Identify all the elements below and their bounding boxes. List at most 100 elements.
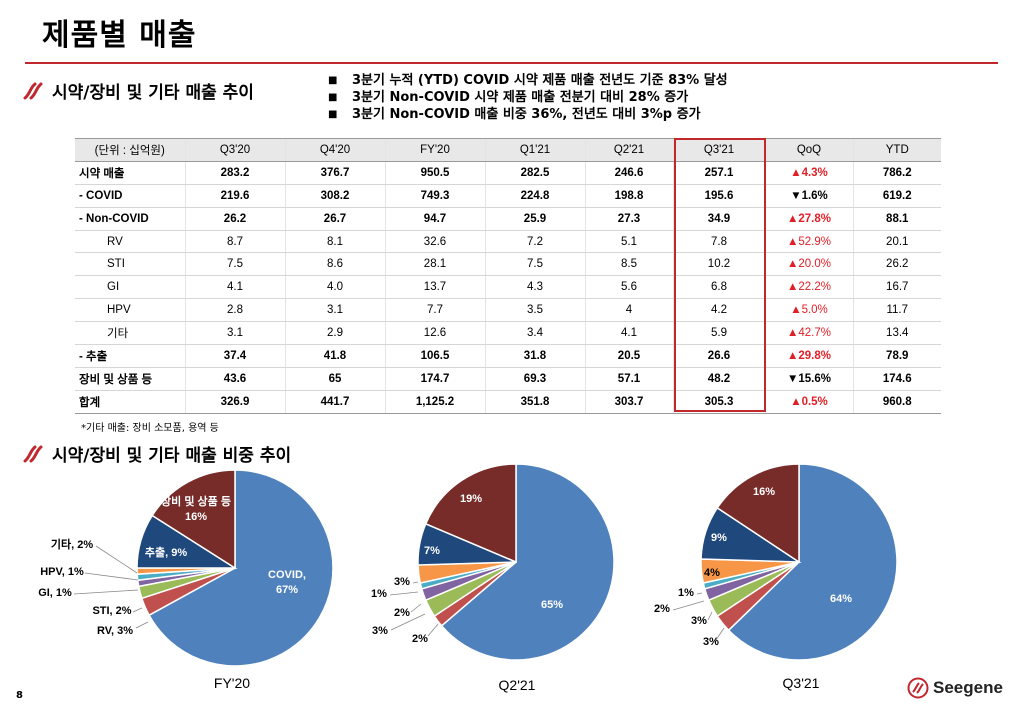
table-header-cell: (단위 : 십억원) [75,138,185,162]
pie-label-sti: 3% [372,625,388,637]
leader-line [696,592,703,595]
table-cell: 4.0 [284,275,385,300]
table-cell: 303.7 [584,390,673,414]
page-number: 8 [16,690,23,701]
table-cell: 326.9 [184,390,285,414]
qoq-cell: ▼15.6% [764,367,853,391]
table-row: - 추출 37.4 41.8 106.5 31.8 20.5 26.6 ▲29.8% 78.9 [75,344,941,368]
company-logo: Seegene [907,677,1003,699]
table-cell: 25.9 [484,207,585,231]
table-cell: 10.2 [672,252,765,277]
qoq-cell: ▼1.6% [764,184,853,208]
pie-label-sti: STI, 2% [92,605,131,617]
table-cell: 65 [284,367,385,391]
leader-line [95,545,138,574]
table-cell: 20.5 [584,344,673,368]
table-header-cell: Q4'20 [284,138,385,162]
pie-label-equipment: 19% [460,493,482,505]
table-cell: 6.8 [672,275,765,300]
leader-line [715,627,725,641]
table-cell: 4.3 [484,275,585,300]
table-row: - Non-COVID 26.2 26.7 94.7 25.9 27.3 34.9 ▲27.8… [75,207,941,231]
table-cell: 7.2 [484,230,585,254]
table-cell: 7.7 [384,298,485,323]
pie-chart: 64% 3% 3% 2% 1% 4% 9% 16% Q3'21 [654,463,898,691]
table-cell: 195.6 [672,184,765,208]
summary-bullet-text: 3분기 누적 (YTD) COVID 시약 제품 매출 전년도 기준 83% 달… [352,73,728,88]
seegene-logo-icon [907,677,929,699]
qoq-cell: ▲22.2% [764,275,853,300]
pie-caption: Q3'21 [783,675,820,691]
pie-chart: 65% 2% 3% 2% 1% 3% 7% 19% Q2'21 [371,463,615,693]
pie-label-covid: 64% [830,593,852,605]
row-label: 장비 및 상품 등 [75,367,185,391]
table-cell: 219.6 [184,184,285,208]
table-cell: 94.7 [384,207,485,231]
section-heading-trend: 시약/장비 및 기타 매출 추이 [22,78,254,103]
section-heading-share-text: 시약/장비 및 기타 매출 비중 추이 [52,446,292,466]
leader-line [672,600,705,611]
ytd-cell: 78.9 [852,344,941,368]
table-cell: 224.8 [484,184,585,208]
table-row: HPV 2.8 3.1 7.7 3.5 4 4.2 ▲5.0% 11.7 [75,298,941,323]
table-cell: 43.6 [184,367,285,391]
ytd-cell: 786.2 [852,161,941,185]
ytd-cell: 11.7 [852,298,941,323]
table-cell: 3.5 [484,298,585,323]
table-cell: 3.1 [184,321,285,346]
row-label: STI [75,252,185,277]
table-cell: 26.7 [284,207,385,231]
pie-label-hpv: 1% [678,587,694,599]
row-label: 합계 [75,390,185,414]
table-cell: 2.9 [284,321,385,346]
row-label: - Non-COVID [75,207,185,231]
table-row: GI 4.1 4.0 13.7 4.3 5.6 6.8 ▲22.2% 16.7 [75,275,941,300]
qoq-cell: ▲0.5% [764,390,853,414]
table-cell: 950.5 [384,161,485,185]
pie-label-rv: 3% [703,636,719,648]
table-cell: 12.6 [384,321,485,346]
row-label: 기타 [75,321,185,346]
table-cell: 749.3 [384,184,485,208]
pie-label-sti: 3% [691,615,707,627]
pie-label-equipment: 16% [753,486,775,498]
table-cell: 8.1 [284,230,385,254]
section-heading-trend-text: 시약/장비 및 기타 매출 추이 [52,83,254,103]
pie-caption: FY'20 [214,675,250,691]
qoq-cell: ▲52.9% [764,230,853,254]
table-row: 장비 및 상품 등 43.6 65 174.7 69.3 57.1 48.2 ▼15.6% 17… [75,367,941,391]
table-header-cell: FY'20 [384,138,485,162]
pie-slice-covid [440,463,615,661]
table-cell: 37.4 [184,344,285,368]
table-row: - COVID 219.6 308.2 749.3 224.8 198.8 195.6 ▼1.… [75,184,941,208]
pie-label-hpv: 1% [371,588,387,600]
table-header-cell: Q2'21 [584,138,673,162]
table-cell: 7.8 [672,230,765,254]
pie-chart: COVID, 67% RV, 3% STI, 2% GI, 1% HPV, 1% 기타, 2… [38,469,334,691]
table-header-cell: YTD [852,138,941,162]
table-cell: 106.5 [384,344,485,368]
leader-line [412,581,419,584]
table-cell: 8.6 [284,252,385,277]
ytd-cell: 619.2 [852,184,941,208]
pie-label-extract: 추출, 9% [145,545,187,559]
leader-line [389,591,419,596]
pie-label-etc: 3% [394,576,410,588]
table-cell: 257.1 [672,161,765,185]
table-cell: 8.5 [584,252,673,277]
ytd-cell: 88.1 [852,207,941,231]
table-cell: 283.2 [184,161,285,185]
table-cell: 308.2 [284,184,385,208]
qoq-cell: ▲27.8% [764,207,853,231]
table-row: RV 8.7 8.1 32.6 7.2 5.1 7.8 ▲52.9% 20.1 [75,230,941,254]
leader-line [707,611,713,621]
ytd-cell: 960.8 [852,390,941,414]
pie-label-hpv: HPV, 1% [40,566,84,578]
title-divider [25,62,998,64]
leader-line [410,603,422,613]
table-cell: 69.3 [484,367,585,391]
dna-mark-icon [23,445,43,462]
page-title: 제품별 매출 [42,18,197,53]
table-cell: 57.1 [584,367,673,391]
